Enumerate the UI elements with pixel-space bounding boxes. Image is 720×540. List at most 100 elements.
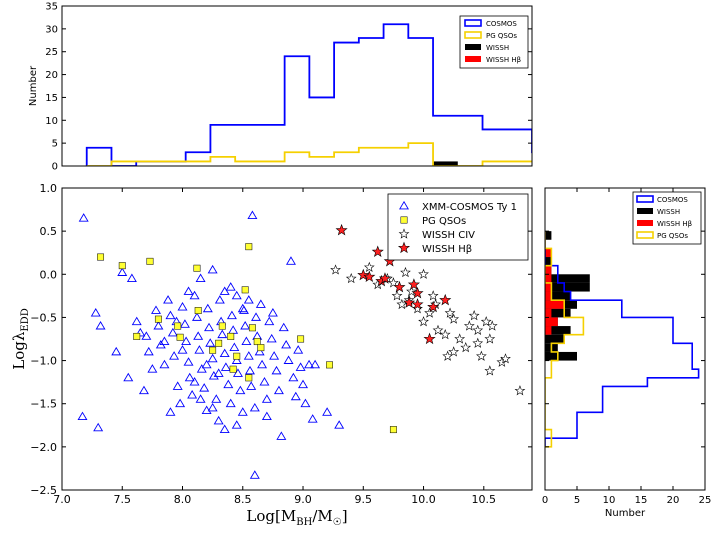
point-xmm-cosmos-ty-1-2 [95,320,106,330]
point-xmm-cosmos-ty-1-112 [261,411,272,421]
x-label-end: ] [342,507,348,525]
point-wissh-h-1 [357,268,370,281]
right-legend-swatch-wissh [637,208,653,214]
point-wissh-h-8 [407,278,420,290]
x-label-main: Log[M [246,507,296,525]
point-xmm-cosmos-ty-1-105 [201,359,212,369]
main-xtick-label-0: 7.0 [53,493,71,506]
point-xmm-cosmos-ty-1-18 [167,327,178,337]
point-wissh-h-6 [393,280,406,293]
right-step-cosmos [545,231,700,447]
point-xmm-cosmos-ty-1-99 [231,290,242,300]
point-pg-qsos-17 [245,374,253,382]
point-xmm-cosmos-ty-1-79 [285,256,296,265]
point-xmm-cosmos-ty-1-39 [208,371,219,380]
top-ytick-label-35: 35 [45,2,58,13]
point-wissh-civ-18 [454,333,466,344]
point-xmm-cosmos-ty-1-31 [194,345,205,354]
top-legend: COSMOS PG QSOs WISSH WISSH Hβ [459,15,529,69]
top-legend-label-wissh-h: WISSH Hβ [486,56,521,64]
point-xmm-cosmos-ty-1-48 [225,398,236,408]
right-bar-wissh-15 [545,308,571,318]
point-wissh-civ-7 [400,266,411,278]
point-xmm-cosmos-ty-1-51 [229,342,240,352]
point-pg-qsos-1 [118,262,126,270]
point-xmm-cosmos-ty-1-110 [159,336,170,345]
point-xmm-cosmos-ty-1-50 [228,325,239,334]
point-wissh-civ-8 [406,285,417,297]
point-xmm-cosmos-ty-1-63 [249,470,260,479]
top-bar-wissh-23 [656,148,681,166]
top-legend-swatch-cosmos [464,19,482,27]
main-xtick-label-4: 9.0 [294,493,312,506]
point-wissh-civ-11 [424,307,435,318]
point-xmm-cosmos-ty-1-80 [288,372,299,382]
top-y-ticks: 0 5 10 15 20 25 30 35 [45,2,532,173]
main-legend: XMM-COSMOS Ty 1 PG QSOs WISSH CIV WISSH Hβ [387,193,529,261]
point-pg-qsos-4 [154,315,162,323]
top-bar-wissh-24 [680,148,705,166]
point-pg-qsos-5 [174,322,182,330]
point-xmm-cosmos-ty-1-17 [165,310,176,320]
main-legend-marker-pg-qsos [400,216,408,224]
point-wissh-civ-14 [439,329,451,340]
main-legend-label-wissh-h: WISSH Hβ [422,244,472,255]
point-xmm-cosmos-ty-1-53 [232,368,243,377]
point-xmm-cosmos-ty-1-13 [153,320,164,330]
top-bar-wissh-h-25 [705,148,720,166]
x-label-sub: BH [296,517,312,528]
point-wissh-civ-30 [418,268,429,279]
point-wissh-h-7 [403,296,416,308]
right-xtick-label-10: 10 [603,495,616,506]
point-wissh-civ-24 [480,316,492,327]
point-xmm-cosmos-ty-1-58 [241,336,252,345]
point-xmm-cosmos-ty-1-76 [278,322,289,332]
right-bar-wissh-12 [545,334,565,344]
point-wissh-civ-17 [448,313,460,324]
right-bar-wissh-h-15 [545,308,552,318]
point-xmm-cosmos-ty-1-35 [202,303,213,313]
top-bar-wissh-25 [705,139,720,166]
point-xmm-cosmos-ty-1-87 [307,414,318,423]
right-legend-swatch-pg-qsos [636,231,654,239]
right-legend: COSMOS WISSH WISSH Hβ PG QSOs [632,191,702,245]
point-xmm-cosmos-ty-1-20 [172,381,183,390]
point-pg-qsos-15 [241,286,249,294]
point-pg-qsos-18 [248,324,256,332]
point-wissh-civ-23 [476,350,487,361]
right-bar-wissh-19 [545,274,590,283]
right-histogram-panel: 0 5 10 15 20 25 Number COSMOS WISSH WISSH Hβ PG … [542,187,711,519]
point-pg-qsos-13 [229,365,237,373]
point-wissh-civ-33 [388,277,399,288]
right-bar-wissh-h-16 [545,300,565,309]
point-xmm-cosmos-ty-1-29 [191,312,202,321]
right-bar-wissh-10 [545,351,577,361]
top-filled-bars [433,139,720,166]
top-ytick-label-30: 30 [45,24,58,35]
point-xmm-cosmos-ty-1-21 [175,398,186,408]
point-xmm-cosmos-ty-1-115 [207,402,218,412]
point-wissh-h-14 [378,272,392,284]
right-bar-wissh-h-22 [545,248,552,258]
right-bar-wissh-24 [545,231,552,240]
top-histogram-panel: 0 5 10 15 20 25 30 35 Number COSMOS PG QSOs WISSH… [28,2,720,173]
point-xmm-cosmos-ty-1-91 [111,346,122,356]
point-xmm-cosmos-ty-1-33 [199,383,210,392]
point-pg-qsos-7 [193,264,201,272]
point-xmm-cosmos-ty-1-70 [264,316,275,326]
point-pg-qsos-0 [97,253,105,261]
main-xtick-label-7: 10.5 [472,493,497,506]
point-xmm-cosmos-ty-1-72 [269,351,280,360]
main-ytick-label-5: 0.0 [40,268,58,281]
top-legend-box [459,15,529,69]
point-wissh-civ-2 [363,261,375,272]
point-xmm-cosmos-ty-1-62 [247,210,258,220]
right-bar-wissh-h-18 [545,282,552,292]
point-xmm-cosmos-ty-1-82 [293,345,304,354]
right-legend-swatch-wissh-h [637,220,653,226]
point-pg-qsos-19 [253,338,261,346]
point-wissh-h-0 [335,223,348,236]
point-xmm-cosmos-ty-1-86 [304,359,315,369]
point-pg-qsos-14 [233,352,241,360]
point-wissh-h-11 [423,332,436,345]
